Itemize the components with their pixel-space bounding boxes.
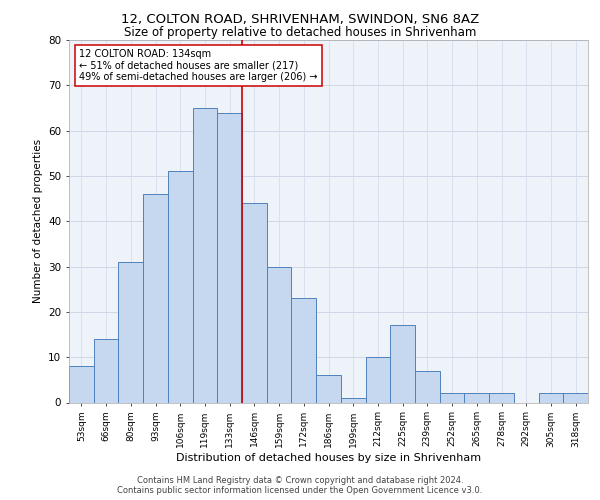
Bar [193,108,217,403]
Bar [489,394,514,402]
Bar [94,339,118,402]
Bar [464,394,489,402]
Text: 12, COLTON ROAD, SHRIVENHAM, SWINDON, SN6 8AZ: 12, COLTON ROAD, SHRIVENHAM, SWINDON, SN… [121,12,479,26]
Bar [292,298,316,403]
Text: 12 COLTON ROAD: 134sqm
← 51% of detached houses are smaller (217)
49% of semi-de: 12 COLTON ROAD: 134sqm ← 51% of detached… [79,49,318,82]
Bar [242,203,267,402]
Text: Contains HM Land Registry data © Crown copyright and database right 2024.: Contains HM Land Registry data © Crown c… [137,476,463,485]
Bar [390,326,415,402]
Bar [365,357,390,403]
Bar [217,112,242,403]
Bar [440,394,464,402]
Bar [316,376,341,402]
Text: Size of property relative to detached houses in Shrivenham: Size of property relative to detached ho… [124,26,476,39]
Bar [415,371,440,402]
Bar [168,172,193,402]
Y-axis label: Number of detached properties: Number of detached properties [32,139,43,304]
X-axis label: Distribution of detached houses by size in Shrivenham: Distribution of detached houses by size … [176,454,481,464]
Bar [69,366,94,403]
Bar [341,398,365,402]
Bar [118,262,143,402]
Bar [539,394,563,402]
Bar [267,266,292,402]
Text: Contains public sector information licensed under the Open Government Licence v3: Contains public sector information licen… [118,486,482,495]
Bar [143,194,168,402]
Bar [563,394,588,402]
